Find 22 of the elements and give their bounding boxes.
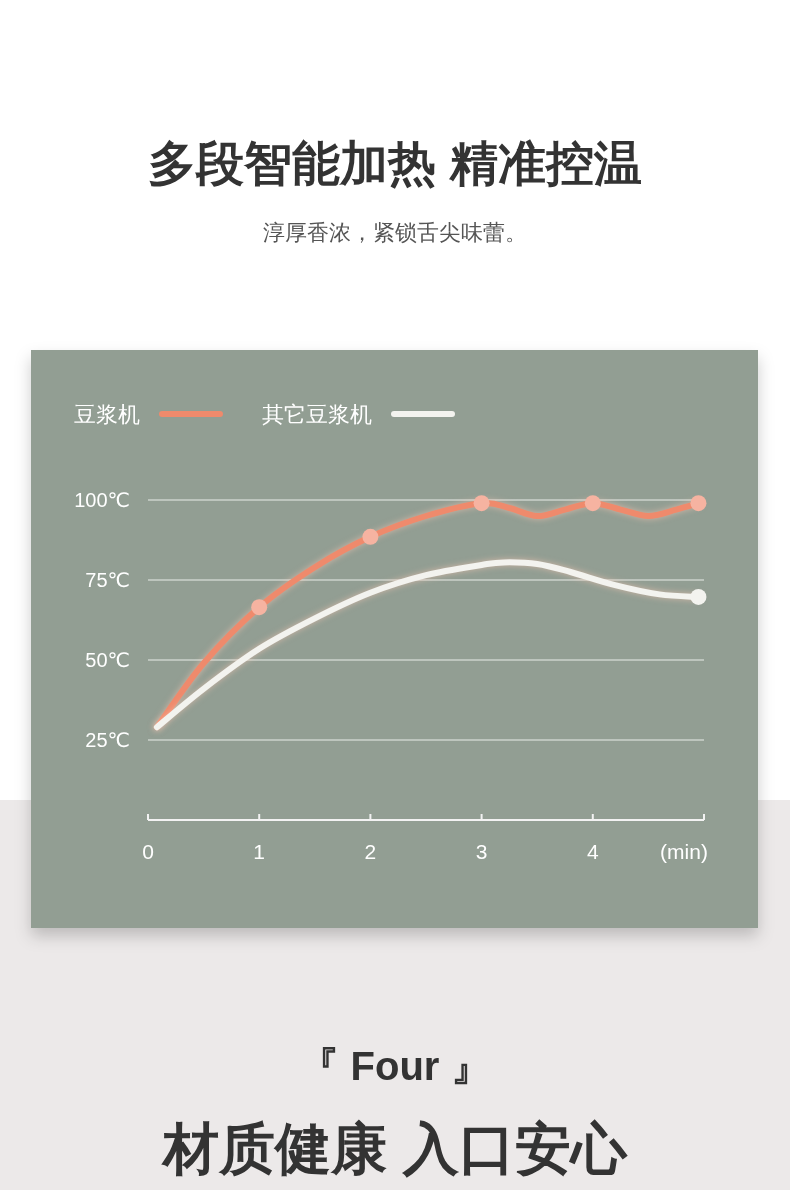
text: 『 Four 』 xyxy=(299,1044,491,1088)
x-tick-label: 2 xyxy=(364,840,377,863)
point xyxy=(473,495,490,512)
x-tick-label: 1 xyxy=(253,840,266,863)
x-tick-label: 4 xyxy=(586,840,599,863)
y-tick-label: 75℃ xyxy=(85,569,130,591)
point xyxy=(690,588,707,605)
legend-label: 豆浆机 xyxy=(74,402,140,427)
y-tick-label: 50℃ xyxy=(85,649,130,671)
legend-label: 其它豆浆机 xyxy=(262,402,372,427)
point xyxy=(690,495,707,512)
text: 材质健康 入口安心 xyxy=(161,1117,628,1180)
chart-subtitle: 淳厚香浓，紧锁舌尖味蕾。 xyxy=(263,220,527,245)
x-tick-label: 0 xyxy=(142,840,154,863)
point xyxy=(251,599,268,616)
x-tick-label: 3 xyxy=(475,840,488,863)
x-axis-title: (min) xyxy=(660,840,708,863)
chart-title: 多段智能加热 精准控温 xyxy=(148,137,642,190)
point xyxy=(584,495,601,512)
point xyxy=(362,528,379,545)
y-tick-label: 100℃ xyxy=(74,489,130,511)
y-tick-label: 25℃ xyxy=(85,729,130,751)
